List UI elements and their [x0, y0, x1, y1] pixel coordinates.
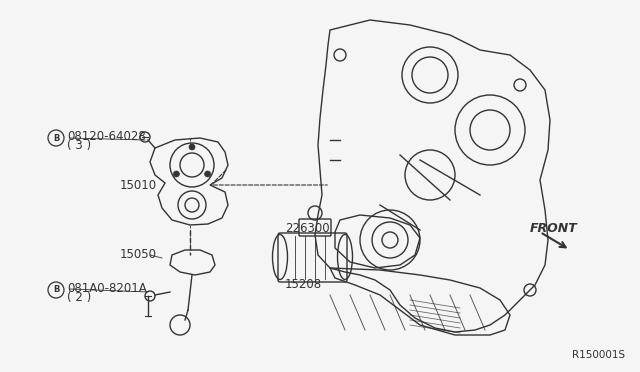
Text: 08120-64028: 08120-64028: [67, 129, 146, 142]
Text: R150001S: R150001S: [572, 350, 625, 360]
Text: B: B: [53, 285, 59, 295]
Text: ( 3 ): ( 3 ): [67, 138, 91, 151]
Text: FRONT: FRONT: [530, 221, 578, 234]
Text: 081A0-8201A: 081A0-8201A: [67, 282, 147, 295]
Circle shape: [173, 171, 179, 177]
Text: 15010: 15010: [120, 179, 157, 192]
Circle shape: [189, 144, 195, 150]
Text: 15208: 15208: [285, 279, 322, 292]
Text: ( 2 ): ( 2 ): [67, 292, 92, 305]
Text: 15050: 15050: [120, 248, 157, 262]
Text: 226300: 226300: [285, 221, 330, 234]
Text: B: B: [53, 134, 59, 142]
Circle shape: [205, 171, 211, 177]
